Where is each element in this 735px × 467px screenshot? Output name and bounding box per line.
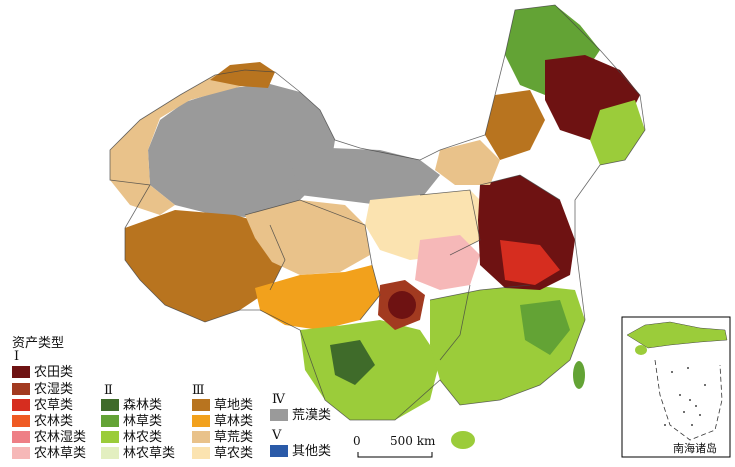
legend-swatch <box>12 366 30 378</box>
legend-group-5-roman: Ⅴ <box>272 428 282 443</box>
legend-swatch <box>192 399 210 411</box>
scale-zero: 0 <box>353 434 361 448</box>
legend-swatch <box>270 445 288 457</box>
region-northeast-west <box>485 90 545 160</box>
legend-label: 草地类 <box>214 398 254 413</box>
legend-label: 其他类 <box>292 444 332 459</box>
region-inner-mongolia-east <box>435 140 500 185</box>
legend-group-3: Ⅲ <box>192 383 205 398</box>
legend-swatch <box>101 399 119 411</box>
scale-distance: 500 km <box>390 434 436 448</box>
legend-label: 农湿类 <box>34 382 74 397</box>
legend-label: 草林类 <box>214 414 254 429</box>
region-southeast <box>430 285 585 405</box>
legend-label: 农林湿类 <box>34 430 87 445</box>
inset-islands <box>664 367 706 426</box>
legend-swatch <box>12 383 30 395</box>
legend-swatch <box>12 399 30 411</box>
inset-hainan <box>635 345 647 355</box>
region-northeast-east <box>590 100 645 165</box>
legend-swatch <box>192 431 210 443</box>
region-southeast-forest <box>520 300 570 355</box>
region-sichuan-west <box>255 265 380 330</box>
legend-label: 草荒类 <box>214 430 254 445</box>
region-chengdu-core <box>388 291 416 319</box>
legend-group-4-roman: Ⅳ <box>272 392 285 407</box>
legend-swatch <box>12 415 30 427</box>
legend-group-4: Ⅳ <box>272 392 285 407</box>
region-qinghai <box>245 200 370 275</box>
region-yunnan-forest <box>330 340 375 385</box>
legend-label: 森林类 <box>123 398 163 413</box>
region-desert-xinjiang <box>148 84 335 218</box>
legend-group-3-roman: Ⅲ <box>192 383 205 398</box>
legend-label: 农林类 <box>34 414 74 429</box>
region-central-mixed <box>415 235 480 290</box>
region-north-china-edge <box>500 240 560 285</box>
legend-swatch <box>101 447 119 459</box>
legend-group-1-roman: Ⅰ <box>14 349 20 364</box>
legend-label: 林农草类 <box>123 446 176 461</box>
legend-group-1: Ⅰ <box>14 349 19 364</box>
legend-label: 农田类 <box>34 365 74 380</box>
region-xinjiang-fringe <box>110 70 265 215</box>
region-hainan <box>451 431 475 449</box>
legend-group-2-roman: Ⅱ <box>104 383 113 398</box>
legend-title: 资产类型 <box>12 336 65 351</box>
legend-swatch <box>12 431 30 443</box>
legend-swatch <box>192 447 210 459</box>
legend-label: 荒漠类 <box>292 408 332 423</box>
legend-group-2: Ⅱ <box>104 383 113 398</box>
legend-label: 林农类 <box>123 430 163 445</box>
legend-swatch <box>12 447 30 459</box>
region-xinjiang-north <box>210 62 275 88</box>
province-borders <box>109 4 646 421</box>
region-taiwan <box>573 361 585 389</box>
legend-label: 农草类 <box>34 398 74 413</box>
legend-swatch <box>192 415 210 427</box>
inset-dashed-boundary <box>654 359 723 441</box>
legend-swatch <box>270 409 288 421</box>
legend-label: 农林草类 <box>34 446 87 461</box>
inset-label: 南海诸岛 <box>673 442 717 455</box>
legend-label: 草农类 <box>214 446 254 461</box>
legend-group-5: Ⅴ <box>272 428 281 443</box>
region-desert-inner-mongolia <box>290 148 440 205</box>
scale-bar-graphic <box>357 452 433 458</box>
legend-label: 林草类 <box>123 414 163 429</box>
region-tibet <box>125 210 285 322</box>
legend-swatch <box>101 431 119 443</box>
legend-swatch <box>101 415 119 427</box>
inset-coastline <box>626 321 728 349</box>
